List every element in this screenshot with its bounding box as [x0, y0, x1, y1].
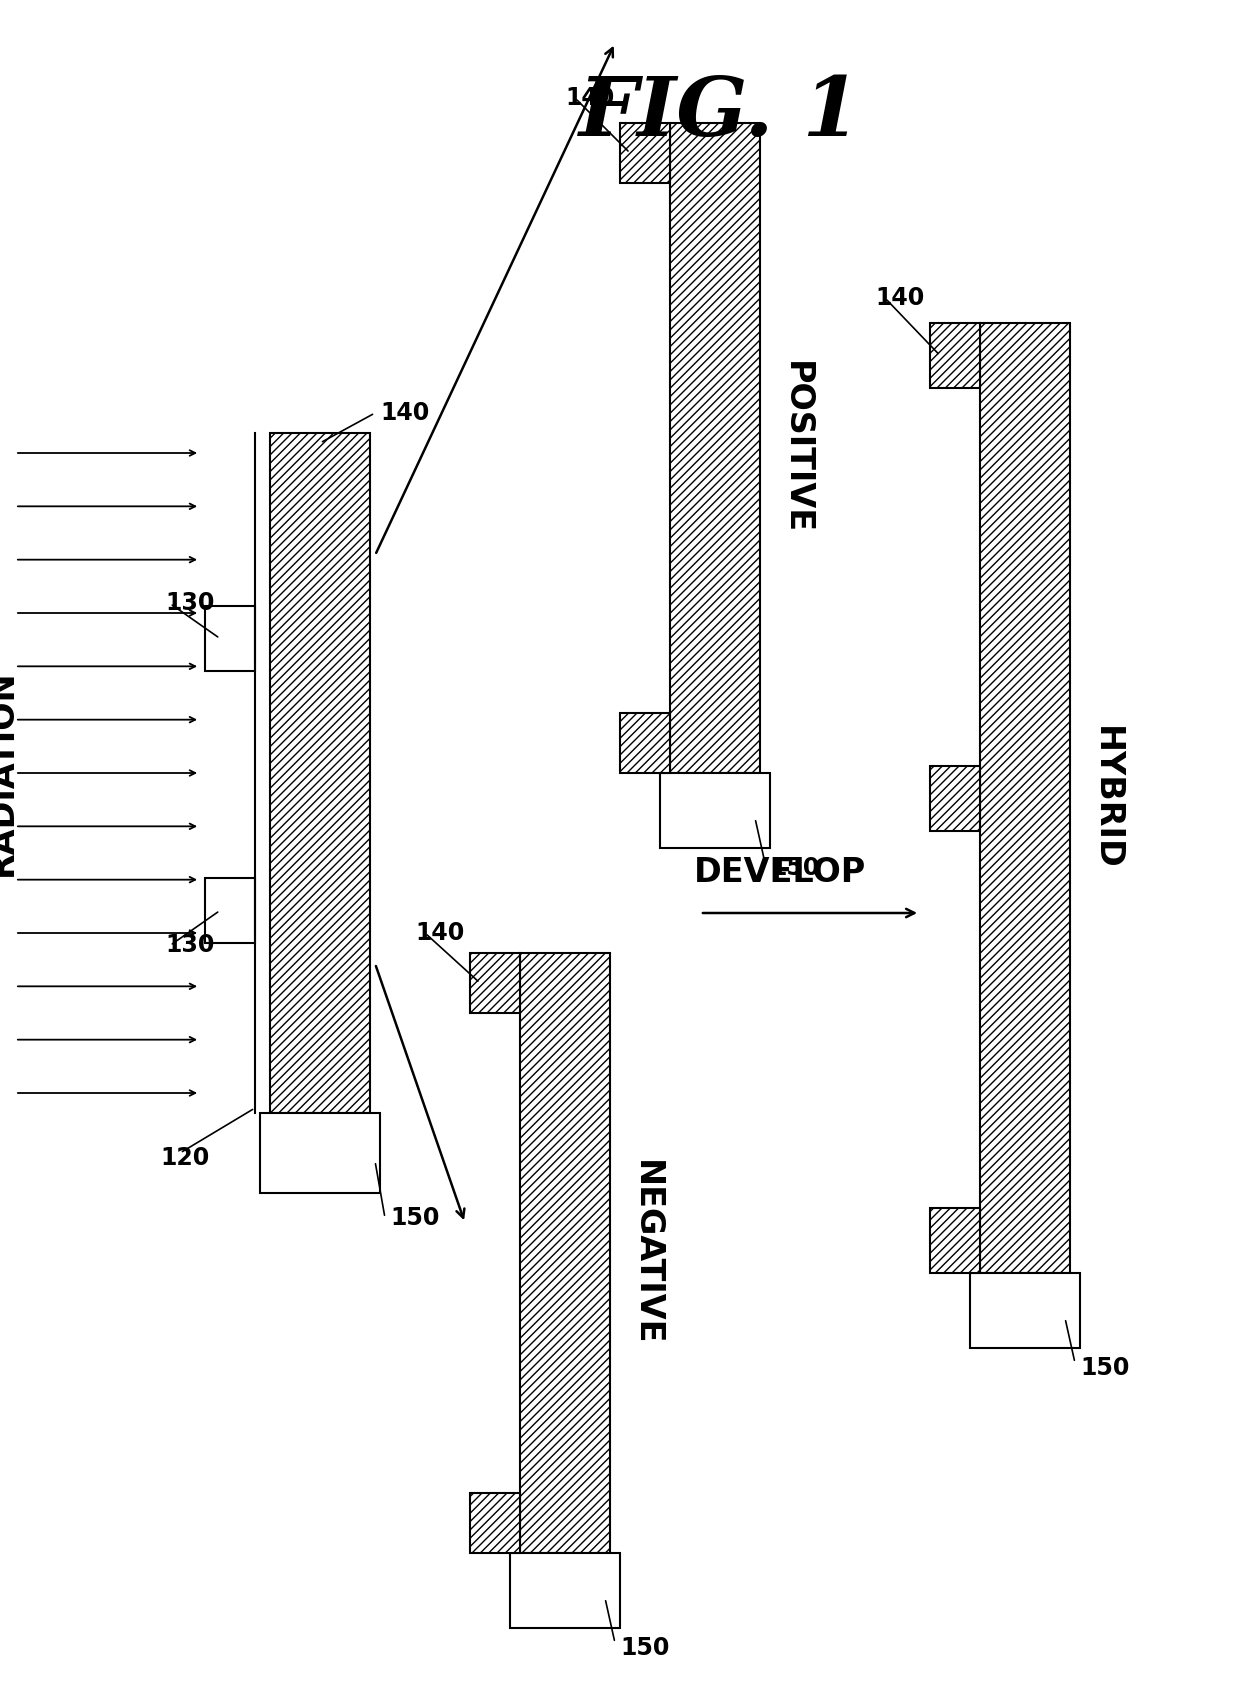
Bar [620, 124, 670, 183]
Bar [510, 1552, 620, 1629]
Bar [930, 323, 980, 388]
Bar [470, 1493, 520, 1552]
Text: HYBRID: HYBRID [1090, 726, 1123, 870]
Bar [930, 765, 980, 831]
Bar [205, 879, 255, 943]
Bar [270, 433, 370, 1112]
Text: FIG. 1: FIG. 1 [579, 73, 862, 152]
Text: 130: 130 [165, 591, 215, 616]
Text: DEVELOP: DEVELOP [694, 857, 866, 889]
Bar [520, 953, 610, 1552]
Text: 130: 130 [165, 933, 215, 958]
Bar [260, 1112, 379, 1194]
Text: 120: 120 [160, 1146, 210, 1170]
Bar [970, 1273, 1080, 1348]
Bar [930, 1209, 980, 1273]
Bar [470, 953, 520, 1012]
Text: 140: 140 [875, 286, 924, 310]
Bar [670, 124, 760, 774]
Bar [660, 774, 770, 848]
Text: 150: 150 [770, 857, 820, 880]
Text: NEGATIVE: NEGATIVE [630, 1160, 663, 1346]
Bar [205, 606, 255, 670]
Text: 150: 150 [620, 1635, 670, 1661]
Text: 150: 150 [1080, 1356, 1130, 1380]
Text: POSITIVE: POSITIVE [780, 361, 813, 535]
Text: 150: 150 [391, 1205, 439, 1231]
Text: RADIATION: RADIATION [0, 670, 19, 877]
Bar [980, 323, 1070, 1273]
Bar [620, 713, 670, 774]
Text: 140: 140 [565, 86, 614, 110]
Text: 140: 140 [415, 921, 464, 945]
Text: 140: 140 [379, 401, 429, 425]
